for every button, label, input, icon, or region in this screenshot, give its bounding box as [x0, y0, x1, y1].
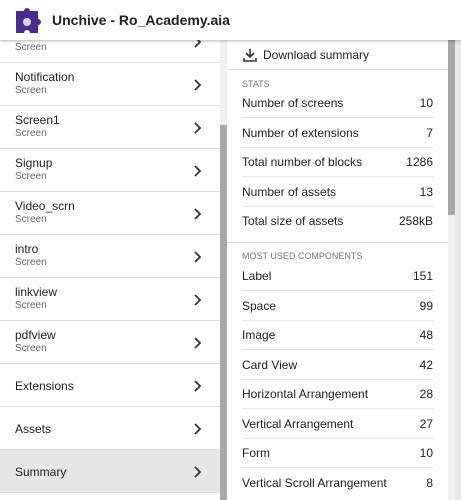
row-label: Label: [242, 269, 272, 283]
item-title: Summary: [15, 465, 67, 479]
row-divider: [242, 146, 433, 148]
row-value: 151: [412, 269, 433, 283]
row-value: 1286: [406, 155, 433, 169]
scrollbar-thumb: [448, 40, 455, 215]
row-divider: [242, 378, 433, 380]
row-label: Card View: [242, 357, 298, 372]
row-value: 99: [419, 298, 433, 313]
row-divider: [242, 319, 433, 321]
row-value: 27: [419, 416, 433, 431]
summary-scrollbar: [448, 40, 455, 500]
item-title: Video_scrn: [15, 199, 75, 213]
download-button[interactable]: Download summary: [227, 40, 448, 70]
sidebar-scrollbar: [220, 40, 227, 500]
summary-panel: Download summary STATS Number of screens 10…: [227, 40, 448, 500]
sidebar-item[interactable]: Extensions: [0, 364, 220, 407]
sidebar-item[interactable]: pdfview Screen: [0, 321, 220, 364]
row-value: 258kB: [398, 214, 433, 228]
download-label: Download summary: [263, 48, 370, 62]
section-divider: [227, 242, 448, 243]
chevron: [194, 251, 202, 263]
row-divider: [242, 290, 433, 291]
section-heading: STATS: [242, 79, 270, 89]
row-value: 8: [426, 475, 433, 490]
chevron: [194, 208, 202, 220]
scrollbar-thumb: [220, 125, 227, 500]
row-divider: [242, 349, 433, 350]
row-value: 10: [419, 446, 433, 460]
app-title: Unchive - Ro_Academy.aia: [52, 12, 230, 28]
row-label: Total size of assets: [242, 214, 344, 228]
row-label: Vertical Arrangement: [242, 416, 354, 431]
row-label: Image: [242, 328, 276, 342]
row-value: 42: [419, 357, 433, 372]
item-title: intro: [15, 242, 39, 256]
item-title: pdfview: [15, 328, 56, 342]
row-label: Number of assets: [242, 184, 337, 199]
row-label: Total number of blocks: [242, 155, 363, 169]
app-bar: Unchive - Ro_Academy.aia: [0, 0, 461, 40]
row-divider: [242, 437, 433, 439]
row-value: 28: [419, 387, 433, 401]
chevron: [194, 380, 202, 392]
item-subtitle: Screen: [15, 257, 47, 268]
chevron: [194, 337, 202, 349]
chevron: [194, 122, 202, 134]
row-label: Form: [242, 446, 270, 460]
row-label: Number of screens: [242, 96, 344, 110]
section-heading: MOST USED COMPONENTS: [242, 251, 363, 261]
sidebar-item[interactable]: intro Screen: [0, 235, 220, 278]
row-value: 48: [419, 328, 433, 342]
sidebar-item[interactable]: Summary: [0, 450, 220, 493]
row-label: Vertical Scroll Arrangement: [242, 475, 387, 490]
row-label: Horizontal Arrangement: [242, 387, 369, 401]
item-subtitle: Screen: [15, 128, 47, 139]
item-title: Signup: [15, 156, 53, 170]
chevron: [194, 294, 202, 306]
chevron: [194, 165, 202, 177]
sidebar-item[interactable]: Signup Screen: [0, 149, 220, 192]
item-subtitle: Screen: [15, 343, 47, 354]
row-value: 7: [426, 125, 433, 140]
item-subtitle: Screen: [15, 85, 47, 96]
sidebar: Screen Notification Screen Screen1 Screen Sig…: [0, 0, 220, 500]
item-title: linkview: [15, 285, 58, 299]
row-value: 10: [419, 96, 433, 110]
row-label: Space: [242, 298, 277, 313]
app-icon: [16, 8, 41, 33]
item-title: Screen1: [15, 113, 60, 127]
row-divider: [242, 467, 433, 468]
item-subtitle: Screen: [15, 42, 47, 53]
item-title: Assets: [15, 422, 52, 436]
chevron: [194, 466, 202, 478]
item-title: Extensions: [15, 379, 74, 393]
download-icon: [243, 49, 257, 62]
row-divider: [242, 176, 433, 177]
row-label: Number of extensions: [242, 125, 359, 140]
item-subtitle: Screen: [15, 171, 47, 182]
row-value: 13: [419, 184, 433, 199]
chevron: [194, 79, 202, 91]
sidebar-item[interactable]: Screen1 Screen: [0, 106, 220, 149]
row-divider: [242, 408, 433, 409]
sidebar-item[interactable]: linkview Screen: [0, 278, 220, 321]
sidebar-item[interactable]: Assets: [0, 407, 220, 450]
item-subtitle: Screen: [15, 300, 47, 311]
row-divider: [242, 205, 433, 207]
item-title: Notification: [15, 70, 75, 84]
row-divider: [242, 117, 433, 118]
sidebar-item[interactable]: Video_scrn Screen: [0, 192, 220, 235]
item-subtitle: Screen: [15, 214, 47, 225]
sidebar-item[interactable]: Notification Screen: [0, 63, 220, 106]
chevron: [194, 423, 202, 435]
